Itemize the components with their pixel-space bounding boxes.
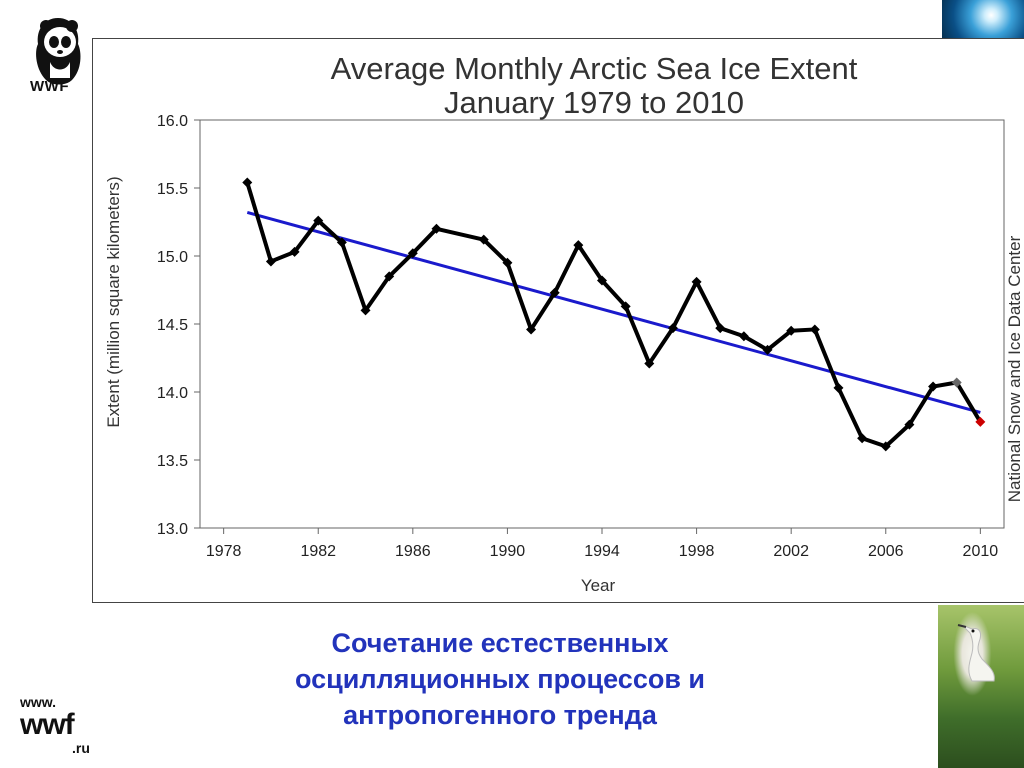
data-point — [478, 234, 489, 245]
data-point — [904, 419, 915, 430]
caption-line-1: Сочетание естественных — [331, 628, 669, 658]
data-point — [620, 301, 631, 312]
x-tick-label: 2010 — [963, 543, 999, 560]
data-point — [526, 324, 537, 335]
x-axis-label: Year — [581, 576, 616, 595]
bottom-right-photo — [938, 605, 1024, 768]
data-point — [857, 433, 868, 444]
data-point — [573, 240, 584, 251]
plot-area — [199, 119, 1005, 529]
x-tick-label: 1982 — [300, 543, 336, 560]
data-point — [431, 223, 442, 234]
caption-line-3: антропогенного тренда — [343, 699, 657, 730]
y-tick-label: 14.0 — [157, 385, 188, 402]
data-point — [667, 323, 678, 334]
y-tick-label: 15.0 — [157, 249, 188, 266]
data-point — [242, 177, 253, 188]
data-point — [336, 237, 347, 248]
chart-frame: Average Monthly Arctic Sea Ice Extent Ja… — [92, 38, 1024, 603]
data-point — [407, 248, 418, 259]
wwf-site-logo: www. wwf .ru — [20, 694, 110, 764]
data-point — [715, 323, 726, 334]
y-tick-label: 16.0 — [157, 113, 188, 130]
series-line — [245, 181, 983, 449]
top-right-photo — [942, 0, 1024, 38]
data-point — [289, 246, 300, 257]
sea-ice-line-chart: Average Monthly Arctic Sea Ice Extent Ja… — [104, 51, 1024, 595]
y-tick-label: 14.5 — [157, 317, 188, 334]
chart-subtitle: January 1979 to 2010 — [444, 85, 744, 120]
x-axis: 1978 1982 1986 1990 1994 1998 2002 2006 2010 — [206, 528, 998, 560]
chart-title: Average Monthly Arctic Sea Ice Extent — [331, 51, 858, 86]
site-logo-suffix: .ru — [72, 740, 90, 756]
data-point — [786, 325, 797, 336]
data-point — [502, 257, 513, 268]
bird-icon — [957, 624, 995, 682]
wwf-panda-logo — [36, 18, 81, 85]
data-point — [928, 381, 939, 392]
x-tick-label: 1990 — [490, 543, 526, 560]
trend-line — [246, 211, 981, 414]
x-tick-label: 2002 — [773, 543, 809, 560]
data-point — [360, 305, 371, 316]
data-point — [384, 271, 395, 282]
data-point — [951, 377, 962, 388]
data-point — [549, 287, 560, 298]
x-tick-label: 2006 — [868, 543, 904, 560]
y-tick-label: 13.5 — [157, 453, 188, 470]
data-point — [738, 331, 749, 342]
x-tick-label: 1998 — [679, 543, 715, 560]
data-point — [880, 441, 891, 452]
data-point — [644, 358, 655, 369]
data-point — [762, 344, 773, 355]
series-group — [242, 177, 986, 452]
source-label: National Snow and Ice Data Center — [1005, 235, 1024, 502]
caption-line-2: осцилляционных процессов и — [294, 663, 706, 694]
data-point — [313, 215, 324, 226]
x-tick-label: 1994 — [584, 543, 620, 560]
y-axis-label: Extent (million square kilometers) — [104, 176, 123, 427]
y-axis: 13.0 13.5 14.0 14.5 15.0 15.5 16.0 — [157, 113, 200, 538]
wwf-logo-text: WWF — [30, 78, 69, 95]
site-logo-prefix: www. — [20, 694, 57, 710]
y-tick-label: 13.0 — [157, 521, 188, 538]
x-tick-label: 1978 — [206, 543, 242, 560]
data-point — [691, 276, 702, 287]
data-point — [265, 256, 276, 267]
site-logo-name: wwf — [20, 708, 75, 741]
y-tick-label: 15.5 — [157, 181, 188, 198]
slide-caption: Сочетание естественных осцилляционных пр… — [210, 626, 790, 734]
data-point — [597, 275, 607, 286]
x-tick-label: 1986 — [395, 543, 431, 560]
trendline-group — [246, 211, 981, 414]
data-point — [975, 416, 986, 427]
data-point — [809, 324, 820, 335]
data-point — [833, 382, 844, 393]
